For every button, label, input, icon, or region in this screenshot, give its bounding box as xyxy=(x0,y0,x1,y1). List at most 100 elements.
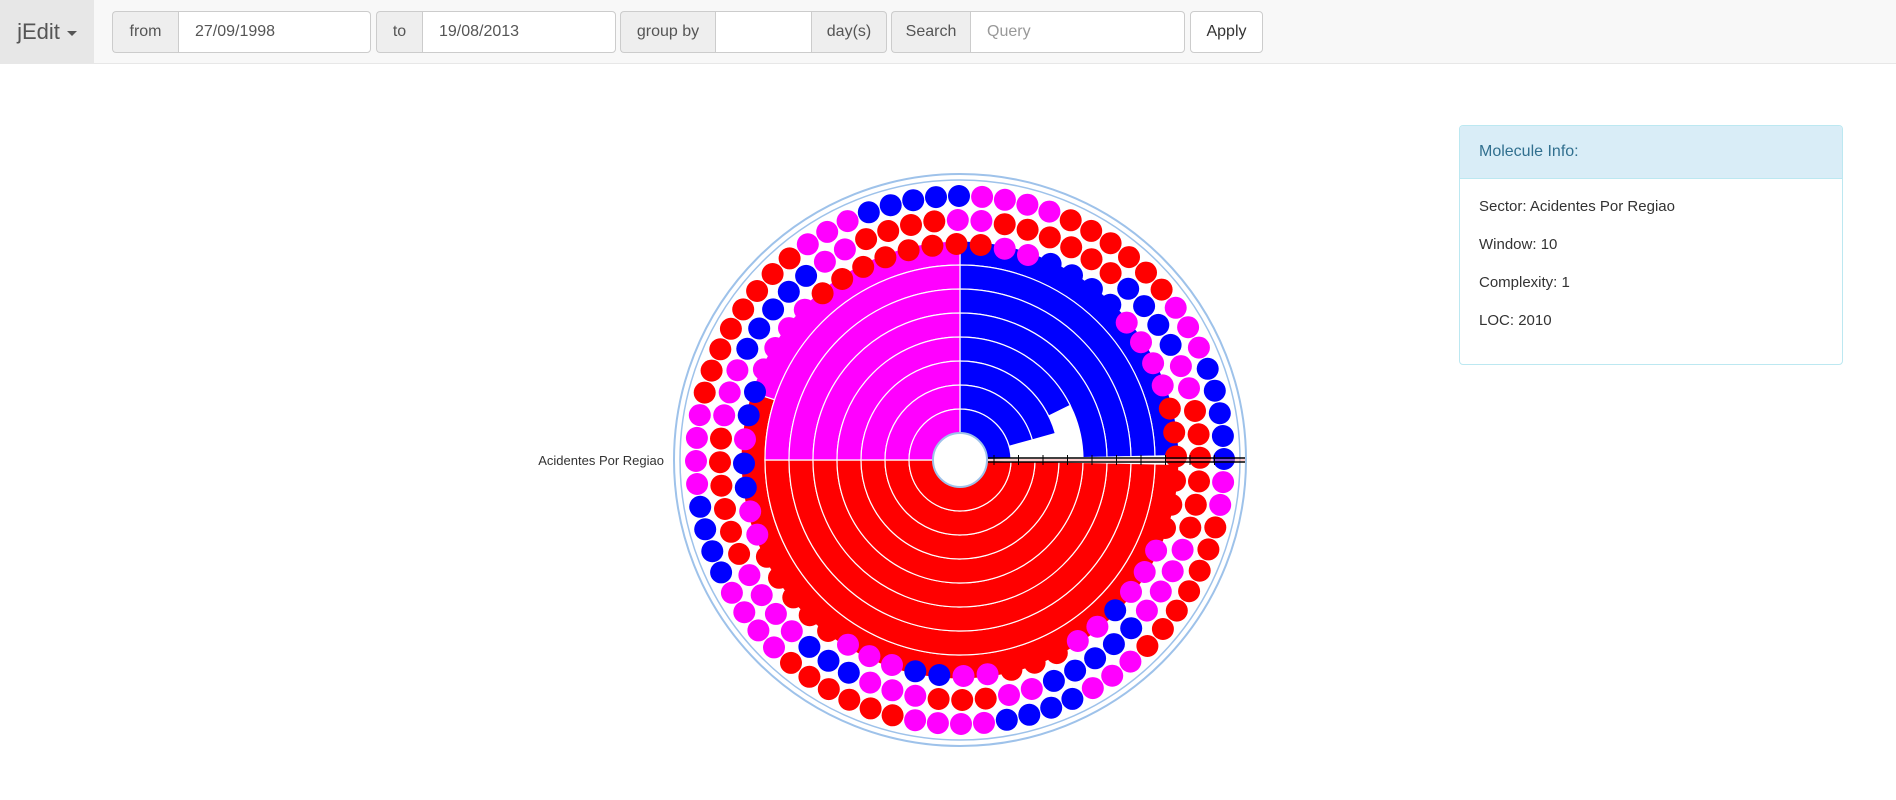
atom-dot xyxy=(1179,516,1202,539)
atom-dot xyxy=(713,404,736,427)
molecule-info-panel: Molecule Info: Sector: Acidentes Por Reg… xyxy=(1459,125,1843,365)
atom-dot xyxy=(778,247,801,270)
atom-dot xyxy=(946,209,969,231)
atom-dot xyxy=(900,214,922,236)
atom-dot xyxy=(778,317,800,340)
atom-dot xyxy=(1187,423,1210,446)
atom-dot xyxy=(1040,696,1063,719)
complexity-value: 1 xyxy=(1561,274,1570,291)
atom-dot xyxy=(1104,599,1127,622)
brand-dropdown[interactable]: jEdit xyxy=(0,0,94,63)
sector-info: Sector: Acidentes Por Regiao xyxy=(1479,196,1823,234)
atom-dot xyxy=(945,233,968,255)
atom-dot xyxy=(1080,219,1103,242)
atom-dot xyxy=(1000,658,1023,681)
atom-dot xyxy=(1208,402,1231,425)
atom-dot xyxy=(923,210,946,233)
atom-dot xyxy=(1118,246,1140,269)
group-by-input[interactable] xyxy=(715,11,812,53)
atom-dot xyxy=(1160,493,1183,516)
to-date-input[interactable] xyxy=(422,11,616,53)
atom-dot xyxy=(838,688,861,711)
atom-dot xyxy=(969,234,992,256)
atom-dot xyxy=(732,298,755,321)
atom-dot xyxy=(1115,311,1138,334)
window-info: Window: 10 xyxy=(1479,234,1823,272)
window-value: 10 xyxy=(1540,236,1558,253)
atom-dot xyxy=(694,518,717,541)
atom-dot xyxy=(1066,630,1089,652)
atom-dot xyxy=(1133,561,1156,583)
apply-button[interactable]: Apply xyxy=(1190,11,1263,53)
from-date-input[interactable] xyxy=(178,11,371,53)
atom-dot xyxy=(795,264,818,287)
loc-info: LOC: 2010 xyxy=(1479,310,1823,348)
group-by-group: group by day(s) xyxy=(620,11,887,53)
atom-dot xyxy=(836,210,859,233)
atom-dot xyxy=(951,689,974,711)
atom-dot xyxy=(733,601,756,624)
atom-dot xyxy=(921,234,944,257)
atom-dot xyxy=(1117,277,1140,300)
atom-dot xyxy=(881,679,904,702)
atom-dot xyxy=(1165,599,1188,622)
atom-dot xyxy=(952,665,975,687)
atom-dot xyxy=(1212,471,1235,494)
atom-dot xyxy=(1042,669,1065,692)
atom-dot xyxy=(1151,374,1174,397)
atom-dot xyxy=(689,495,712,518)
atom-dot xyxy=(998,684,1020,706)
atom-dot xyxy=(1086,615,1109,638)
panel-body: Sector: Acidentes Por Regiao Window: 10 … xyxy=(1460,179,1842,365)
atom-dot xyxy=(709,338,732,361)
atom-dot xyxy=(976,663,999,686)
atom-dot xyxy=(733,452,755,475)
atom-dot xyxy=(879,194,902,217)
to-date-group: to xyxy=(376,11,616,53)
loc-label: LOC: xyxy=(1479,312,1515,329)
atom-dot xyxy=(971,185,994,208)
atom-dot xyxy=(1080,278,1103,300)
atom-dot xyxy=(1211,425,1234,447)
atom-dot xyxy=(816,220,839,243)
from-label: from xyxy=(112,11,178,53)
atom-dot xyxy=(1039,252,1062,275)
atom-dot xyxy=(1018,703,1041,726)
atom-dot xyxy=(1061,264,1083,287)
atom-dot xyxy=(925,186,947,209)
from-date-group: from xyxy=(112,11,371,53)
atom-dot xyxy=(693,381,716,404)
atom-dot xyxy=(762,298,785,321)
atom-dot xyxy=(798,604,821,627)
atom-dot xyxy=(1133,295,1156,318)
atom-dot xyxy=(831,268,854,290)
atom-dot xyxy=(780,620,803,643)
atom-dot xyxy=(881,654,903,676)
atom-dot xyxy=(837,633,859,656)
atom-dot xyxy=(1161,560,1184,583)
sector-label-text: Acidentes Por Regiao xyxy=(538,453,664,468)
atom-dot xyxy=(1184,400,1206,422)
atom-dot xyxy=(1064,659,1087,682)
atom-dot xyxy=(1204,516,1227,539)
atom-dot xyxy=(1145,539,1168,562)
atom-dot xyxy=(902,189,925,212)
atom-dot xyxy=(700,359,723,382)
atom-dot xyxy=(1177,316,1200,339)
atom-dot xyxy=(904,684,927,707)
atom-dot xyxy=(904,709,927,732)
atom-dot xyxy=(973,711,995,734)
atom-dot xyxy=(1038,226,1061,249)
complexity-info: Complexity: 1 xyxy=(1479,272,1823,310)
atom-dot xyxy=(1061,687,1084,710)
atom-dot xyxy=(728,542,751,565)
atom-dot xyxy=(764,602,787,625)
atom-dot xyxy=(764,337,787,359)
atom-dot xyxy=(1171,538,1194,561)
search-input[interactable] xyxy=(970,11,1185,53)
atom-dot xyxy=(1188,470,1210,493)
search-group: Search xyxy=(891,11,1185,53)
atom-dot xyxy=(761,263,784,285)
atom-dot xyxy=(1213,448,1235,470)
atom-dot xyxy=(748,317,771,340)
